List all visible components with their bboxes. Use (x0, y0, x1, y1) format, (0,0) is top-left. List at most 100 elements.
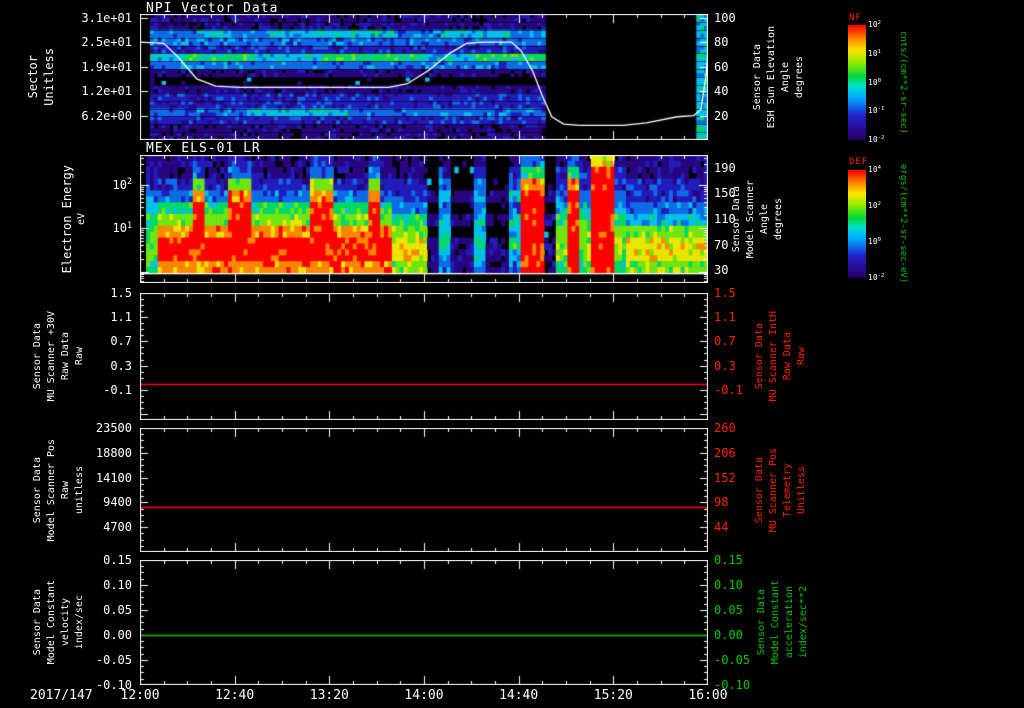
mu-scanner-30v-panel (140, 293, 708, 420)
y-tick-label-right: 1.5 (714, 286, 736, 300)
y-tick-label: 0.10 (103, 578, 132, 592)
y-tick-label-right: 40 (714, 84, 729, 99)
colorbar-tick-label: 100 (868, 77, 882, 87)
y-tick-label-right: 20 (714, 108, 729, 123)
x-axis-date-label: 2017/147 (30, 688, 93, 703)
y-tick-label-right: 30 (714, 263, 729, 278)
y-tick-label: 6.2e+00 (81, 108, 132, 123)
y-tick-label-right: 0.10 (714, 578, 743, 592)
y-tick-label-right: 0.7 (714, 334, 736, 349)
colorbar1-label: NF (849, 13, 862, 23)
panel1-y-axis-title: Sector Unitless (22, 14, 60, 140)
y-tick-label-right: 98 (714, 495, 729, 510)
y-axis-title-line: Sensor Data (32, 456, 43, 524)
y-tick-label-right: 152 (714, 470, 736, 485)
right-axis-title-line: Sensor Data (754, 456, 765, 524)
right-axis-title-line: Sensor Data (756, 589, 767, 656)
colorbar-tick-label: 10-2 (868, 135, 885, 144)
x-tick-label: 14:00 (404, 688, 444, 703)
x-tick-label: 12:40 (215, 688, 255, 703)
colorbar2 (848, 170, 866, 278)
y-tick-label-right: 260 (714, 421, 736, 435)
y-tick-label-right: 110 (714, 212, 736, 226)
y-tick-label: 102 (112, 176, 133, 192)
y-tick-label: 0.7 (110, 334, 132, 349)
y-tick-label: -0.05 (95, 653, 132, 667)
x-tick-label: 12:00 (120, 688, 160, 703)
right-axis-title-line: Raw (796, 347, 807, 366)
right-axis-title-line: Sensor Data (754, 323, 765, 390)
y-tick-label-right: 150 (714, 186, 736, 201)
y-tick-label-right: 0.15 (714, 553, 743, 567)
y-tick-label-right: -0.1 (714, 382, 743, 397)
x-tick-label: 13:20 (309, 688, 349, 703)
right-axis-title-line: acceleration (784, 586, 795, 659)
y-tick-label-right: 206 (714, 445, 736, 460)
y-axis-title-line: Unitless (42, 48, 56, 106)
x-tick-label: 14:40 (499, 688, 539, 703)
y-axis-title-line: Sensor Data (32, 589, 43, 656)
colorbar-tick-label: 101 (868, 48, 882, 58)
colorbar-tick-label: 10-1 (868, 106, 885, 116)
model-scanner-pos-panel (140, 428, 708, 552)
colorbar1-unit-label: cnts/(cm**2-sr-sec) (898, 31, 908, 134)
y-tick-label: 0.05 (103, 603, 132, 617)
y-tick-label-right: 70 (714, 237, 729, 252)
colorbar-tick-label: 102 (868, 20, 882, 29)
y-tick-label-right: 80 (714, 35, 729, 50)
y-tick-label: 0.00 (103, 628, 132, 642)
y-tick-label: 2.5e+01 (81, 35, 132, 50)
y-tick-label: 3.1e+01 (81, 10, 132, 25)
panel2-y-axis-title: Electron Energy eV (56, 155, 92, 283)
y-tick-label-right: -0.10 (714, 678, 751, 692)
els-spectrogram-panel (140, 155, 708, 283)
right-axis-title-line: Model Constant (770, 580, 781, 665)
colorbar-tick-label: 10-2 (868, 273, 885, 282)
y-tick-label: -0.10 (95, 678, 132, 692)
y-tick-label: 18800 (95, 445, 132, 460)
right-axis-title-line: index/sec**2 (798, 586, 809, 659)
y-tick-label-right: 0.00 (714, 628, 743, 642)
y-tick-label: 1.1 (110, 310, 132, 325)
y-tick-label: 9400 (103, 495, 132, 510)
panel2-title: MEx ELS-01 LR (146, 141, 261, 156)
y-tick-label: 1.2e+01 (81, 84, 132, 99)
y-axis-title-line: Model Scanner Pos (46, 438, 57, 542)
y-axis-title-line: Sector (26, 55, 40, 99)
y-tick-label: 14100 (95, 470, 132, 485)
y-axis-title-line: MU Scanner +30V (46, 311, 57, 402)
y-tick-label-right: 0.3 (714, 358, 736, 373)
colorbar-tick-label: 100 (868, 237, 882, 246)
npi-spectrogram-panel (140, 14, 708, 140)
model-constant-velocity-panel (140, 560, 708, 685)
y-tick-label-right: 1.1 (714, 310, 736, 325)
y-axis-title-line: Sensor Data (32, 323, 43, 390)
x-tick-label: 16:00 (688, 688, 728, 703)
x-tick-label: 15:20 (593, 688, 633, 703)
right-axis-title-line: Sensor Data (752, 43, 763, 111)
colorbar2-unit-label: ergs/(cm**2-sr-sec-eV) (898, 164, 908, 284)
y-tick-label: 4700 (103, 520, 132, 535)
y-tick-label-right: 44 (714, 520, 729, 535)
y-tick-label: 1.5 (110, 286, 132, 300)
colorbar-tick-label: 102 (868, 201, 882, 210)
y-tick-label: 0.3 (110, 358, 132, 373)
y-tick-label: 101 (112, 219, 133, 236)
y-tick-label-right: -0.05 (714, 653, 751, 667)
right-axis-title-line: degrees (794, 55, 805, 99)
panel1-title: NPI Vector Data (146, 1, 279, 16)
right-axis-title-line: Unitless (796, 465, 807, 515)
y-axis-title-line: Model Constant (46, 580, 57, 665)
y-tick-label-right: 60 (714, 59, 729, 74)
y-tick-label-right: 0.05 (714, 603, 743, 617)
y-tick-label-right: 190 (714, 160, 736, 175)
y-tick-label: 1.9e+01 (81, 59, 132, 74)
y-tick-label: -0.1 (103, 382, 132, 397)
y-tick-label-right: 100 (714, 10, 736, 25)
y-tick-label: 23500 (95, 421, 132, 435)
y-tick-label: 0.15 (103, 553, 132, 567)
colorbar-tick-label: 104 (868, 165, 882, 174)
colorbar2-label: DEF (849, 157, 869, 167)
colorbar1 (848, 25, 866, 140)
